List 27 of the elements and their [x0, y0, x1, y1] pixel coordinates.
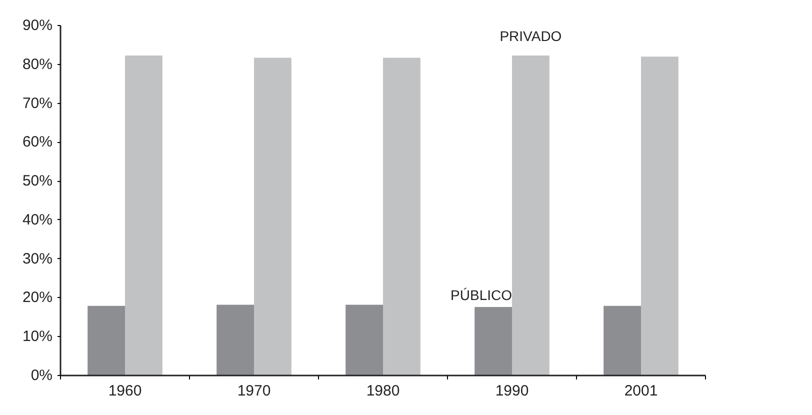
y-tick-label: 60%	[22, 134, 53, 151]
bar	[125, 55, 162, 376]
x-tick-label: 1990	[495, 382, 529, 400]
bar	[88, 306, 125, 376]
x-tick-label: 1960	[108, 382, 142, 400]
y-tick-label: 20%	[22, 289, 53, 306]
y-tick-label: 90%	[22, 17, 53, 34]
x-tick-label: 1980	[366, 382, 400, 400]
series-label: PÚBLICO	[450, 287, 512, 304]
bar	[474, 307, 512, 376]
y-tick-label: 0%	[30, 367, 53, 384]
bar	[346, 304, 383, 376]
bar	[216, 304, 254, 376]
y-tick-label: 30%	[22, 250, 53, 268]
bar	[254, 58, 292, 376]
x-tick-label: 1970	[237, 382, 271, 400]
x-tick-label: 2001	[624, 382, 658, 400]
y-tick-label: 10%	[22, 328, 53, 346]
y-tick-label: 80%	[22, 56, 53, 73]
bar	[512, 55, 550, 376]
bar	[383, 58, 420, 376]
series-label: PRIVADO	[500, 28, 562, 44]
bar	[641, 56, 678, 376]
y-tick-label: 70%	[22, 94, 53, 112]
y-tick-label: 50%	[22, 172, 53, 190]
bar	[604, 306, 641, 376]
y-tick-label: 40%	[22, 211, 53, 228]
